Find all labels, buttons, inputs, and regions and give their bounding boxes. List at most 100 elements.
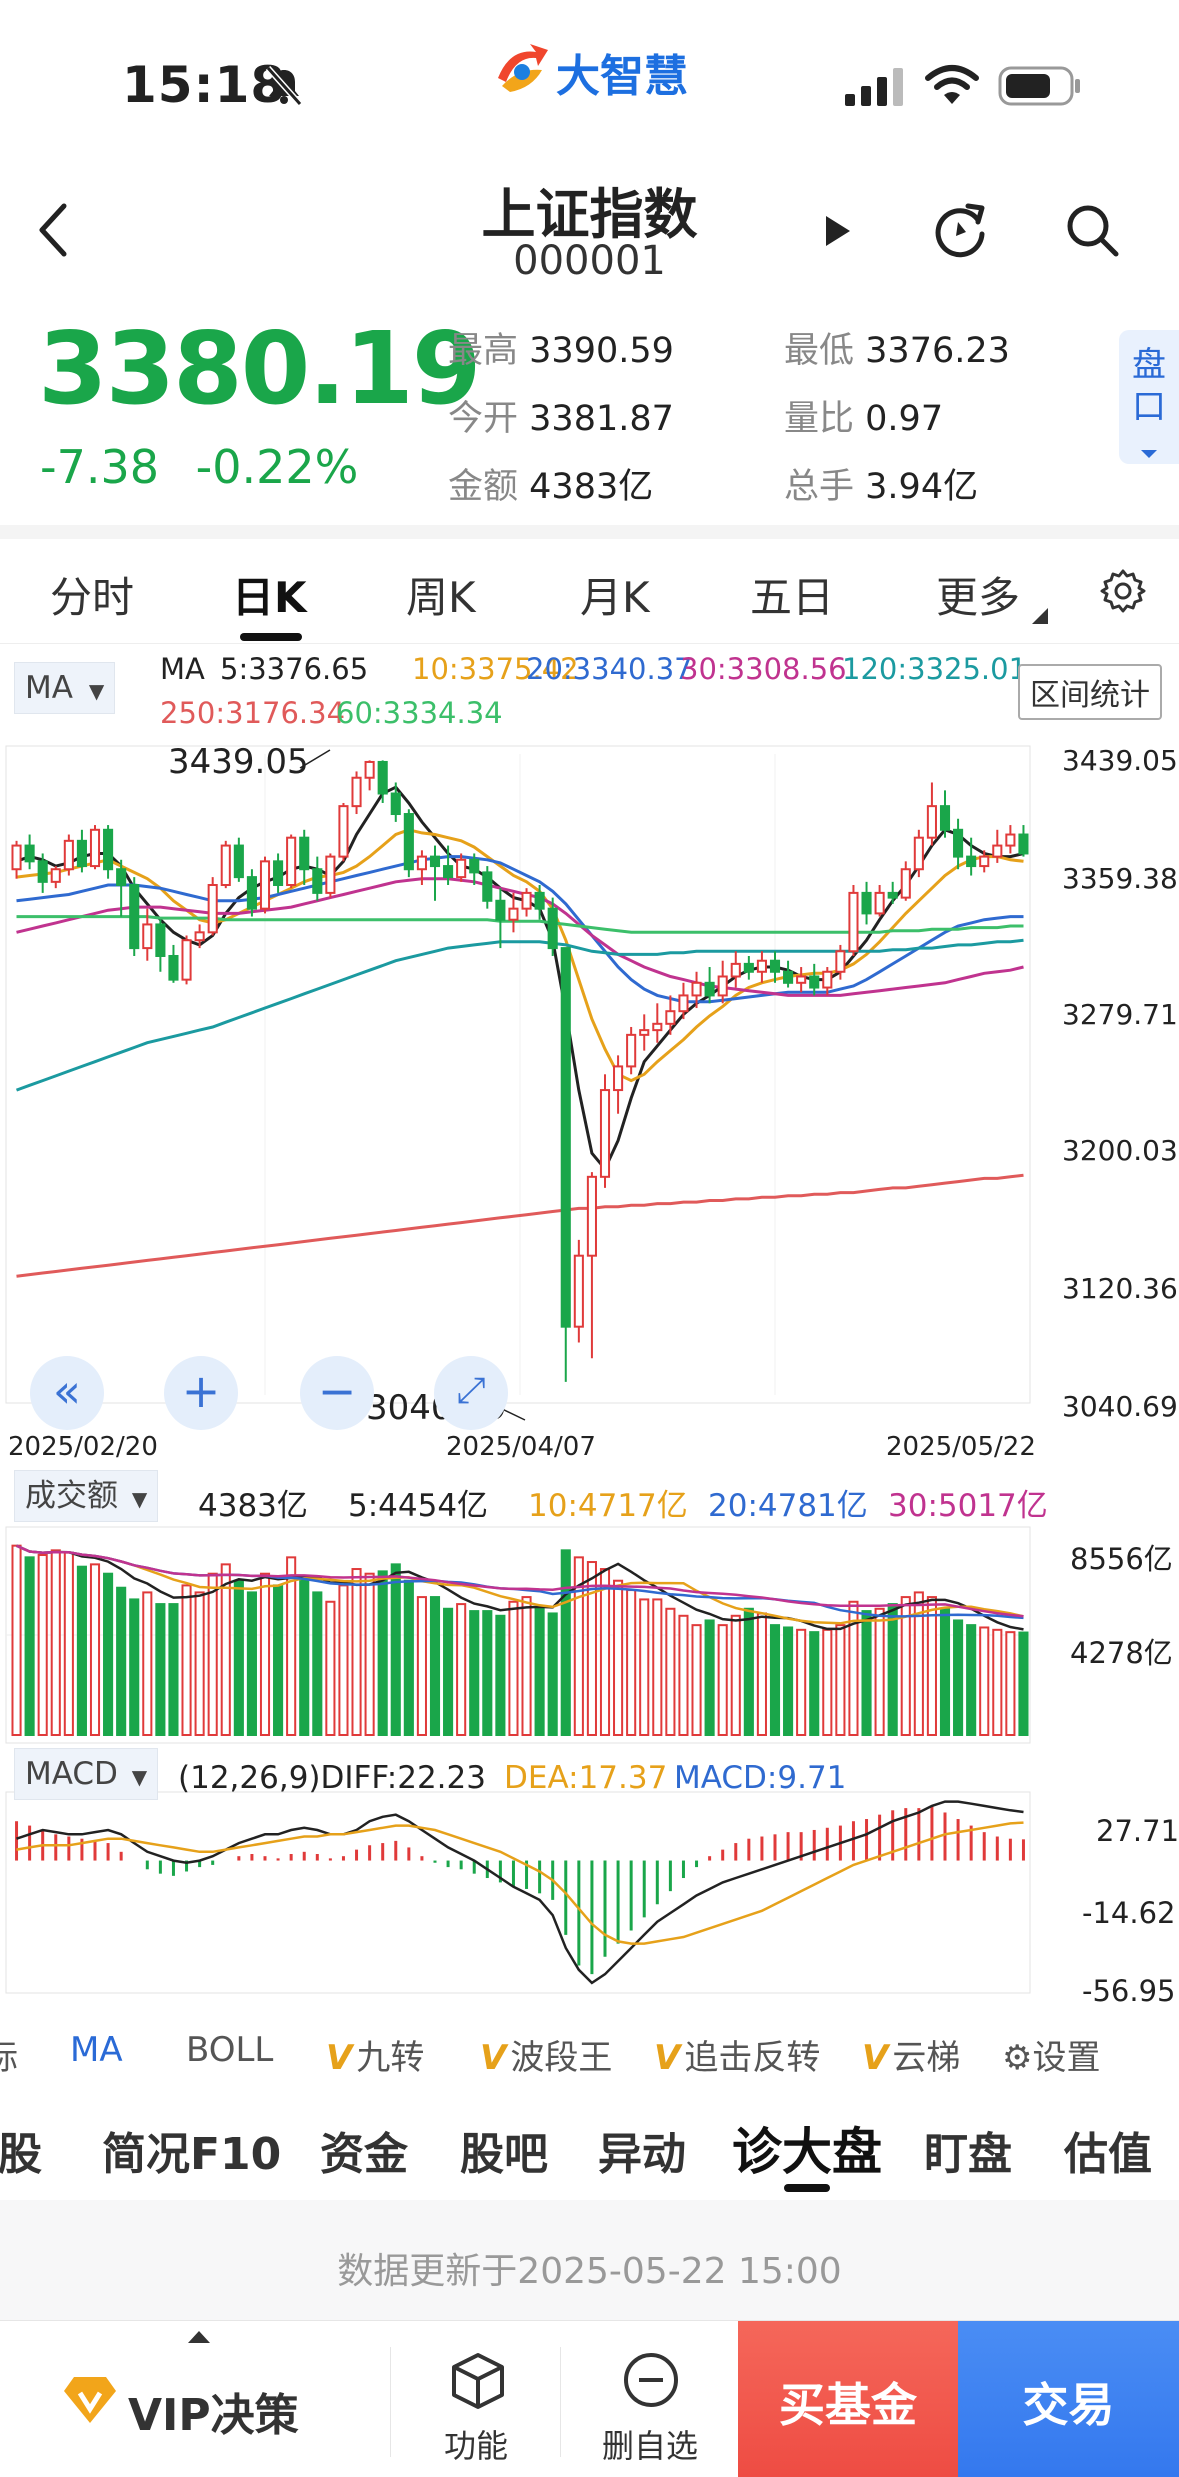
volume-bar xyxy=(299,1575,310,1737)
indicator-boll[interactable]: BOLL xyxy=(186,2030,274,2070)
price-tick: 3279.71 xyxy=(1062,998,1178,1031)
tab-f10[interactable]: 简况F10 xyxy=(102,2129,282,2180)
volume-bar xyxy=(743,1607,754,1736)
candle-body xyxy=(116,868,127,887)
volume-bar xyxy=(116,1586,127,1736)
cube-icon xyxy=(452,2353,504,2409)
tab-monthly-k[interactable]: 月K xyxy=(580,573,650,622)
active-tab-indicator xyxy=(240,633,302,641)
tab-forum[interactable]: 股吧 xyxy=(460,2129,548,2180)
range-stats-button[interactable]: 区间统计 xyxy=(1018,664,1162,720)
candle-body xyxy=(678,994,689,1013)
volume-bar xyxy=(639,1598,650,1736)
buy-fund-button[interactable]: 买基金 xyxy=(738,2321,958,2477)
indicator-nine-turn[interactable]: V 九转 xyxy=(326,2038,425,2078)
volume-bar xyxy=(89,1563,101,1736)
volume-bar xyxy=(129,1598,140,1736)
remove-watchlist-label: 删自选 xyxy=(601,2427,698,2465)
vip-decision-button[interactable]: VIP决策 xyxy=(0,2321,390,2477)
macd-dea: DEA:17.37 xyxy=(504,1760,668,1796)
change-value: -7.38 xyxy=(40,440,160,494)
app-logo-icon xyxy=(498,44,548,92)
price-change: -7.38 -0.22% xyxy=(40,440,358,494)
tab-weekly-k[interactable]: 周K xyxy=(406,573,476,622)
candle-body xyxy=(599,1089,611,1178)
tab-stocks[interactable]: 股 xyxy=(0,2129,42,2180)
candle-body xyxy=(129,884,140,950)
indicator-cloud-ladder[interactable]: V 云梯 xyxy=(862,2038,961,2078)
remove-watchlist-button[interactable]: 删自选 xyxy=(562,2321,738,2477)
volume-bar xyxy=(194,1591,205,1737)
volume-bar xyxy=(835,1624,846,1736)
tab-anomaly[interactable]: 异动 xyxy=(598,2129,686,2180)
order-book-tab[interactable]: 盘口 xyxy=(1119,330,1179,464)
candle-body xyxy=(299,836,310,871)
candle-body xyxy=(861,891,872,915)
volume-bar xyxy=(939,1607,951,1736)
volume-bar xyxy=(1018,1631,1029,1737)
tab-valuation[interactable]: 估值 xyxy=(1064,2129,1152,2180)
volume-bar xyxy=(103,1572,114,1736)
search-icon[interactable] xyxy=(1062,200,1122,260)
ma-selector[interactable]: MA ▼ xyxy=(14,662,116,714)
price-tick: 3439.05 xyxy=(1062,744,1178,777)
low-marker-line xyxy=(499,1407,526,1421)
diamond-icon xyxy=(64,2377,116,2423)
candle-body xyxy=(822,970,833,989)
dropdown-triangle-icon: ▼ xyxy=(88,679,105,703)
scroll-left-button[interactable]: « xyxy=(30,1356,104,1430)
chart-area[interactable] xyxy=(0,730,1179,2020)
tab-market-diagnosis[interactable]: 诊大盘 xyxy=(732,2123,882,2181)
fullscreen-button[interactable]: ⤢ xyxy=(434,1356,508,1430)
candle-body xyxy=(534,891,545,910)
volume-bar xyxy=(168,1603,179,1737)
macd-value: MACD:9.71 xyxy=(674,1760,847,1796)
candle-body xyxy=(390,792,401,816)
volume-bar xyxy=(678,1614,689,1736)
candle-body xyxy=(351,776,362,808)
order-book-tab-label: 盘口 xyxy=(1132,345,1166,427)
volume-bar xyxy=(560,1549,571,1737)
ma-legend-label: MA xyxy=(160,652,205,686)
tab-five-day[interactable]: 五日 xyxy=(750,573,835,622)
ma-line-5 xyxy=(15,785,1024,1172)
stat-volume-ratio: 量比 0.97 xyxy=(784,399,944,439)
current-price: 3380.19 xyxy=(38,310,481,427)
gear-icon[interactable] xyxy=(1100,568,1146,614)
tab-daily-k[interactable]: 日K xyxy=(232,573,307,622)
volume-bar xyxy=(665,1607,676,1736)
plus-icon: + xyxy=(181,1364,221,1418)
function-button[interactable]: 功能 xyxy=(392,2321,560,2477)
next-triangle-icon[interactable] xyxy=(822,214,852,248)
indicator-ma[interactable]: MA xyxy=(70,2030,123,2070)
volume-bar xyxy=(11,1544,22,1736)
back-icon[interactable] xyxy=(34,200,74,260)
indicator-settings[interactable]: ⚙设置 xyxy=(990,2030,1101,2079)
candle-body xyxy=(168,954,179,981)
indicator-wave-king[interactable]: V 波段王 xyxy=(480,2038,613,2078)
trade-button[interactable]: 交易 xyxy=(958,2321,1179,2477)
tab-more[interactable]: 更多 xyxy=(936,573,1021,622)
tab-watch[interactable]: 盯盘 xyxy=(924,2129,1012,2180)
indicator-chase-reversal[interactable]: V 追击反转 xyxy=(654,2038,821,2078)
zoom-in-button[interactable]: + xyxy=(164,1356,238,1430)
candle-body xyxy=(809,975,820,989)
candle-body xyxy=(246,876,257,910)
volume-bar xyxy=(508,1600,519,1737)
volume-bar xyxy=(547,1612,558,1736)
volume-bar xyxy=(953,1619,964,1737)
volume-bar xyxy=(233,1579,244,1736)
ma-line-20 xyxy=(16,855,1024,1004)
macd-selector[interactable]: MACD ▼ xyxy=(14,1748,159,1800)
tab-intraday[interactable]: 分时 xyxy=(50,573,135,622)
candle-body xyxy=(652,1022,663,1032)
volume-bar xyxy=(979,1626,990,1737)
zoom-out-button[interactable]: − xyxy=(300,1356,374,1430)
candle-body xyxy=(796,975,807,984)
vip-v-icon: V xyxy=(326,2038,353,2078)
tab-funds[interactable]: 资金 xyxy=(320,2129,408,2180)
indicator-partial[interactable]: 标 xyxy=(0,2038,18,2078)
refresh-icon[interactable] xyxy=(928,198,992,262)
volume-selector[interactable]: 成交额 ▼ xyxy=(14,1470,159,1522)
panel-frame xyxy=(5,745,1031,1404)
